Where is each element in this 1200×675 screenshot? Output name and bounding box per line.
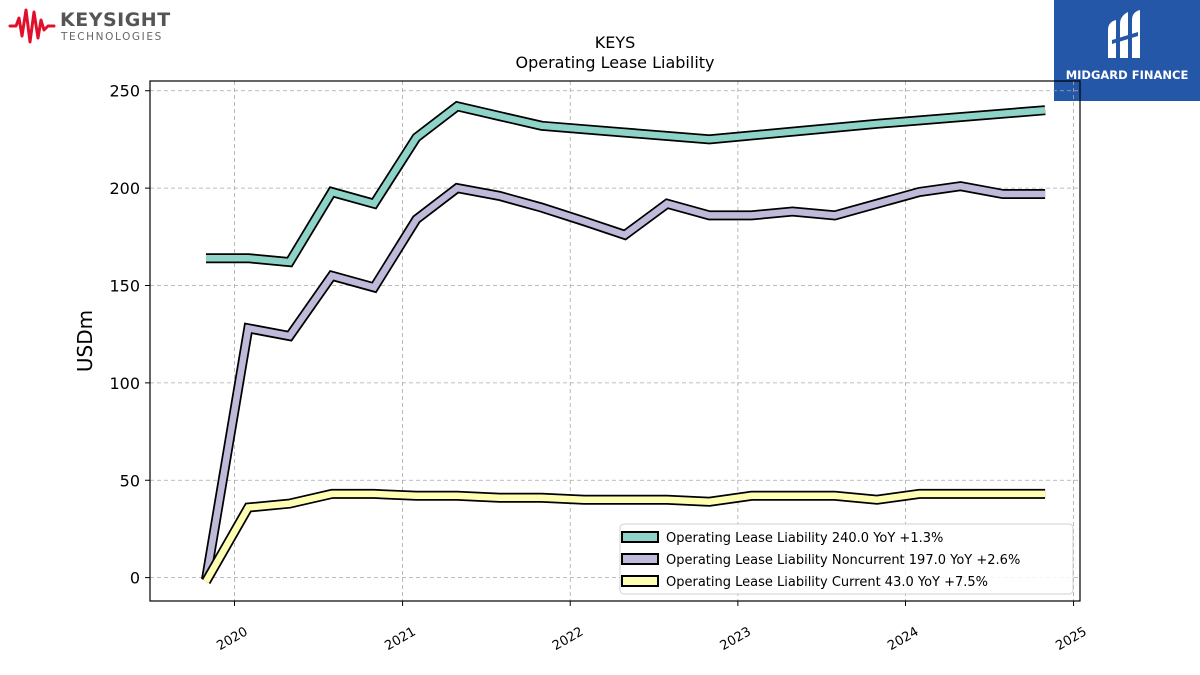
midgard-emblem-icon [1108,10,1140,58]
y-tick-label: 100 [109,374,140,393]
plot-frame [149,80,1081,602]
keysight-logo: KEYSIGHT TECHNOLOGIES [8,6,178,46]
legend-swatch-2 [621,575,659,587]
series-1-line [202,182,1046,581]
y-tick-label: 200 [109,179,140,198]
series-0-line [206,102,1046,266]
midgard-brand-text: MIDGARD FINANCE [1065,68,1189,82]
y-axis-label: USDm [73,310,97,372]
keysight-wave-icon [8,8,56,44]
chart-title: KEYS [595,33,636,52]
legend-swatch-0 [621,531,659,543]
legend-swatch-1 [621,553,659,565]
y-tick-label: 150 [109,276,140,295]
legend-label-0: Operating Lease Liability 240.0 YoY +1.3… [666,531,943,546]
x-tick-label: 2024 [885,624,921,654]
legend-label-1: Operating Lease Liability Noncurrent 197… [666,553,1020,568]
series-1-outline [201,181,1046,581]
y-tick-label: 250 [109,82,140,101]
keysight-subtitle: TECHNOLOGIES [61,31,163,43]
series-lines [201,100,1046,584]
y-tick-label: 0 [130,569,140,588]
legend-label-2: Operating Lease Liability Current 43.0 Y… [666,575,988,590]
legend: Operating Lease Liability 240.0 YoY +1.3… [619,523,1074,595]
midgard-finance-logo: MIDGARD FINANCE [1054,0,1200,101]
chart-subtitle: Operating Lease Liability [515,53,714,72]
grid-lines [150,81,1080,601]
series-2-line [203,490,1046,584]
legend-box [619,523,1074,595]
x-tick-label: 2020 [214,624,250,654]
x-tick-label: 2025 [1053,624,1089,654]
x-tick-label: 2023 [718,624,754,654]
y-tick-label: 50 [120,471,140,490]
x-tick-label: 2022 [550,624,586,654]
keysight-wordmark: KEYSIGHT [60,9,171,31]
x-tick-label: 2021 [382,624,418,654]
